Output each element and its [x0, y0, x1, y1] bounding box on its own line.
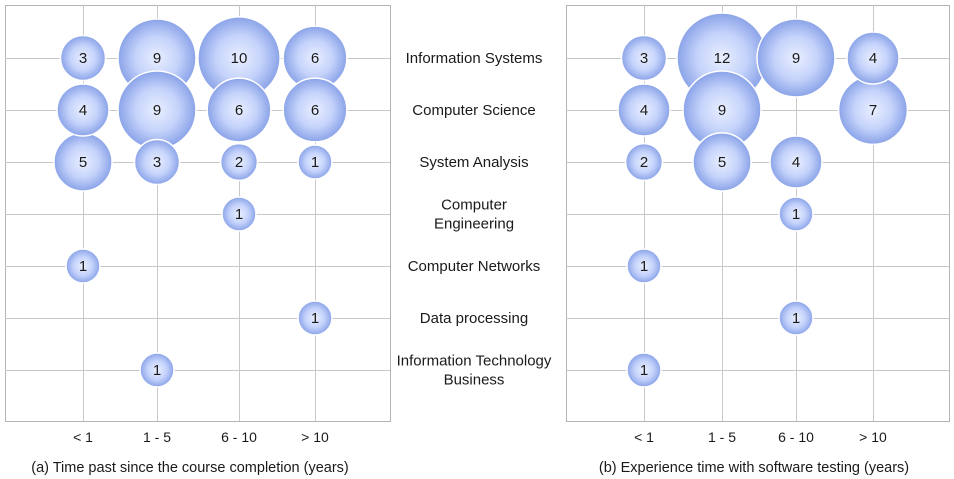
bubble-value-label: 9 — [792, 50, 800, 67]
bubble-point — [626, 352, 662, 388]
bubble-point — [282, 77, 348, 143]
category-label: Computer Science — [412, 102, 535, 119]
bubble-value-label: 3 — [153, 154, 161, 171]
plot-frame — [566, 5, 950, 422]
category-labels: Information Systems Computer Science Syste… — [397, 50, 552, 389]
bubble-point — [206, 77, 272, 143]
bubble-value-label: 1 — [311, 154, 319, 171]
chart-panels: 10 9 9 6 6 6 5 4 3 3 2 1 1 1 1 1 < 1 1 - 5 6 - 10 > 10 (a) T… — [5, 5, 950, 476]
category-label-line: Computer — [441, 197, 507, 214]
category-label: Computer Engineering — [434, 197, 514, 233]
bubble-value-label: 1 — [153, 362, 161, 379]
x-tick-label: > 10 — [859, 429, 887, 445]
x-tick-label: 6 - 10 — [778, 429, 814, 445]
bubble-value-label: 4 — [869, 50, 877, 67]
bubble-point — [617, 83, 671, 137]
x-tick-label: 1 - 5 — [708, 429, 736, 445]
bubble-value-label: 2 — [640, 154, 648, 171]
bubble-point — [133, 138, 181, 186]
x-tick-label: > 10 — [301, 429, 329, 445]
bubble-value-label: 9 — [153, 102, 161, 119]
bubble-point — [620, 34, 668, 82]
bubble-point — [139, 352, 175, 388]
bubble-value-label: 9 — [153, 50, 161, 67]
bubble-value-label: 6 — [235, 102, 243, 119]
bubble-point — [219, 142, 259, 182]
bubble-value-label: 5 — [79, 154, 87, 171]
bubble-point — [626, 248, 662, 284]
bubble-point — [59, 34, 107, 82]
chart-panel-b: 12 9 9 7 5 4 4 4 3 2 1 1 1 1 < 1 1 - 5 6 - 10 > 10 (b) Exp… — [566, 5, 950, 476]
category-label-line: Engineering — [434, 216, 514, 233]
x-tick-label: < 1 — [73, 429, 93, 445]
bubble-point — [56, 83, 110, 137]
bubble-value-label: 4 — [792, 154, 800, 171]
x-tick-label: < 1 — [634, 429, 654, 445]
category-label-line: Computer Networks — [408, 258, 541, 275]
bubble-value-label: 1 — [235, 206, 243, 223]
bubble-point — [778, 196, 814, 232]
panel-caption: (a) Time past since the course completio… — [31, 460, 349, 476]
x-tick-label: 6 - 10 — [221, 429, 257, 445]
bubble-value-label: 6 — [311, 102, 319, 119]
plot-frame — [5, 5, 391, 422]
bubble-point — [297, 300, 333, 336]
category-label-line: System Analysis — [419, 154, 528, 171]
bubble-point — [65, 248, 101, 284]
category-label: Information Systems — [406, 50, 543, 67]
bubble-point — [297, 144, 333, 180]
bubble-value-label: 3 — [79, 50, 87, 67]
chart-panel-a: 10 9 9 6 6 6 5 4 3 3 2 1 1 1 1 1 < 1 1 - 5 6 - 10 > 10 (a) T… — [5, 5, 391, 476]
bubble-value-label: 9 — [718, 102, 726, 119]
category-label: System Analysis — [419, 154, 528, 171]
bubble-point — [221, 196, 257, 232]
bubble-value-label: 1 — [792, 310, 800, 327]
bubble-point — [692, 132, 752, 192]
bubble-point — [756, 18, 836, 98]
category-label-line: Business — [444, 372, 505, 389]
bubble-value-label: 1 — [640, 258, 648, 275]
bubble-value-label: 6 — [311, 50, 319, 67]
category-label-line: Computer Science — [412, 102, 535, 119]
x-tick-label: 1 - 5 — [143, 429, 171, 445]
category-label-line: Information Technology — [397, 353, 552, 370]
bubble-value-label: 12 — [714, 50, 731, 67]
panel-caption: (b) Experience time with software testin… — [599, 460, 909, 476]
bubble-value-label: 10 — [231, 50, 248, 67]
bubble-value-label: 1 — [792, 206, 800, 223]
category-label: Data processing — [420, 310, 528, 327]
category-label: Information Technology Business — [397, 353, 552, 389]
bubble-value-label: 4 — [640, 102, 648, 119]
bubble-value-label: 1 — [311, 310, 319, 327]
category-label: Computer Networks — [408, 258, 541, 275]
category-label-line: Information Systems — [406, 50, 543, 67]
bubble-value-label: 4 — [79, 102, 87, 119]
category-label-line: Data processing — [420, 310, 528, 327]
bubble-value-label: 1 — [640, 362, 648, 379]
bubble-point — [778, 300, 814, 336]
bubble-point — [769, 135, 823, 189]
bubble-value-label: 2 — [235, 154, 243, 171]
bubble-value-label: 1 — [79, 258, 87, 275]
bubble-value-label: 7 — [869, 102, 877, 119]
bubble-value-label: 3 — [640, 50, 648, 67]
bubble-point — [846, 31, 900, 85]
bubble-point — [624, 142, 664, 182]
bubble-value-label: 5 — [718, 154, 726, 171]
